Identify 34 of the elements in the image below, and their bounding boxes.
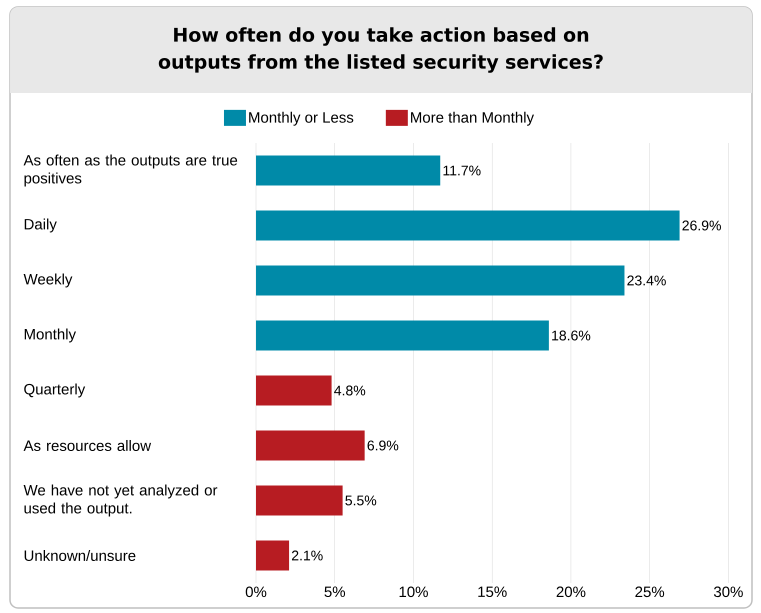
x-tick-label: 0%	[246, 586, 266, 598]
data-label: 26.9%	[682, 220, 721, 230]
y-tick-label: As often as the outputs are true positives	[24, 154, 238, 186]
x-tick-label: 10%	[400, 586, 428, 598]
y-tick-label: Weekly	[24, 274, 72, 288]
bar	[256, 375, 332, 406]
x-tick-label: 25%	[635, 586, 664, 598]
bar	[256, 156, 440, 186]
x-tick-label: 20%	[556, 586, 586, 598]
data-label: 11.7%	[444, 166, 481, 176]
bar	[256, 540, 290, 570]
y-tick-label: Daily	[24, 218, 57, 232]
x-tick-label: 15%	[478, 586, 507, 598]
data-label: 6.9%	[368, 440, 398, 450]
legend-label: More than Monthly	[411, 112, 534, 126]
data-label: 23.4%	[627, 276, 666, 286]
y-tick-label: Unknown/unsure	[24, 550, 136, 561]
data-label: 18.6%	[552, 330, 590, 340]
data-label: 5.5%	[345, 496, 376, 506]
bar	[256, 266, 624, 296]
legend-label: Monthly or Less	[249, 112, 354, 126]
data-label: 4.8%	[334, 386, 366, 396]
bar	[256, 320, 549, 350]
chart-title: How often do you take action based on outputs from the listed security services?	[158, 27, 603, 73]
bar	[256, 210, 680, 240]
y-tick-label: Monthly	[24, 328, 76, 342]
y-tick-label: We have not yet analyzed or used the output.	[24, 484, 218, 516]
y-tick-label: Quarterly	[24, 383, 86, 398]
x-tick-label: 5%	[324, 586, 346, 598]
data-label: 2.1%	[292, 550, 323, 560]
bar	[256, 485, 343, 516]
x-tick-label: 30%	[714, 586, 743, 598]
y-tick-label: As resources allow	[24, 440, 152, 451]
bar	[256, 430, 365, 460]
